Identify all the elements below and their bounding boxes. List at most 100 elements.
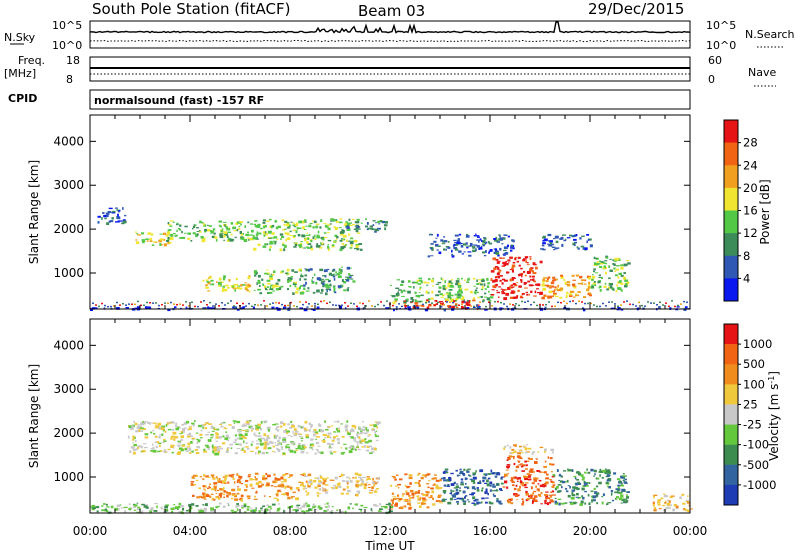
power-echo-cell <box>321 278 325 280</box>
power-echo-cell <box>262 231 267 234</box>
velocity-echo-cell <box>366 429 369 432</box>
power-echo-cell <box>444 240 448 243</box>
velocity-echo-cell <box>389 508 392 510</box>
power-echo-cell <box>512 290 516 293</box>
velocity-echo-cell <box>623 501 628 504</box>
power-echo-cell <box>323 232 327 234</box>
power-echo-cell <box>319 268 323 272</box>
power-echo-cell <box>568 293 572 296</box>
power-echo-cell <box>226 239 230 242</box>
velocity-echo-cell <box>142 428 146 431</box>
velocity-echo-cell <box>272 450 274 453</box>
power-echo-cell <box>328 279 331 282</box>
velocity-echo-cell <box>198 424 202 428</box>
power-echo-cell <box>511 239 515 242</box>
velocity-echo-cell <box>570 502 574 505</box>
velocity-echo-cell <box>551 451 554 454</box>
velocity-echo-cell <box>355 441 360 443</box>
velocity-echo-cell <box>160 427 165 430</box>
velocity-echo-cell <box>127 435 130 439</box>
power-echo-cell <box>609 283 613 286</box>
velocity-echo-cell <box>289 449 294 453</box>
power-echo-cell <box>296 305 298 308</box>
velocity-echo-cell <box>501 482 504 485</box>
power-echo-cell <box>602 302 604 305</box>
velocity-echo-cell <box>317 494 319 497</box>
power-echo-cell <box>518 304 520 307</box>
velocity-echo-cell <box>177 441 182 444</box>
velocity-echo-cell <box>435 484 439 488</box>
velocity-echo-cell <box>139 430 144 432</box>
velocity-echo-cell <box>482 480 485 482</box>
velocity-echo-cell <box>626 496 629 499</box>
power-echo-cell <box>612 259 615 261</box>
power-echo-cell <box>521 300 523 303</box>
velocity-echo-cell <box>506 444 509 447</box>
power-echo-cell <box>512 247 515 250</box>
velocity-echo-cell <box>433 477 437 480</box>
power-echo-cell <box>158 304 160 307</box>
power-echo-cell <box>238 228 241 230</box>
velocity-echo-cell <box>378 510 382 512</box>
velocity-echo-cell <box>427 493 429 495</box>
velocity-echo-cell <box>181 423 185 426</box>
power-echo-cell <box>602 266 606 269</box>
velocity-echo-cell <box>660 497 664 500</box>
power-echo-cell <box>371 305 373 307</box>
velocity-echo-cell <box>496 489 498 492</box>
velocity-echo-cell <box>584 502 587 505</box>
velocity-echo-cell <box>350 480 353 483</box>
velocity-echo-cell <box>416 491 420 494</box>
power-echo-cell <box>671 300 673 302</box>
velocity-echo-cell <box>599 470 603 473</box>
power-echo-cell <box>565 283 569 285</box>
power-echo-cell <box>314 302 316 305</box>
power-echo-cell <box>320 292 323 294</box>
velocity-echo-cell <box>200 437 203 439</box>
power-echo-cell <box>234 306 238 309</box>
velocity-echo-cell <box>158 444 161 448</box>
velocity-echo-cell <box>282 452 286 455</box>
power-echo-cell <box>205 284 208 287</box>
power-echo-cell <box>581 235 585 237</box>
velocity-echo-cell <box>236 503 239 506</box>
power-echo-cell <box>430 247 432 250</box>
velocity-echo-cell <box>418 480 421 482</box>
power-echo-cell <box>275 282 279 285</box>
power-echo-cell <box>380 301 382 303</box>
power-echo-cell <box>449 284 453 288</box>
power-echo-cell <box>295 230 298 234</box>
power-echo-cell <box>172 221 175 223</box>
velocity-echo-cell <box>306 504 311 508</box>
x-tick-label: 00:00 <box>673 524 708 538</box>
velocity-echo-cell <box>544 500 547 503</box>
power-echo-cell <box>117 213 119 217</box>
velocity-echo-cell <box>237 474 241 477</box>
power-echo-cell <box>524 256 529 259</box>
velocity-echo-cell <box>226 448 229 452</box>
velocity-echo-cell <box>315 432 319 435</box>
power-echo-cell <box>403 300 407 304</box>
power-echo-cell <box>192 232 196 235</box>
power-echo-cell <box>256 231 259 234</box>
velocity-echo-cell <box>202 494 206 497</box>
power-echo-cell <box>298 227 302 229</box>
power-echo-cell <box>524 274 527 277</box>
power-echo-cell <box>437 301 439 304</box>
power-echo-cell <box>473 306 476 308</box>
power-echo-cell <box>575 302 577 305</box>
power-echo-cell <box>597 281 601 284</box>
power-echo-cell <box>214 236 218 239</box>
velocity-echo-cell <box>173 504 176 506</box>
power-echo-cell <box>481 295 483 298</box>
velocity-echo-cell <box>301 510 305 512</box>
x-tick-label: 16:00 <box>473 524 508 538</box>
velocity-echo-cell <box>213 482 218 485</box>
velocity-echo-cell <box>103 503 106 505</box>
velocity-echo-cell <box>260 509 263 512</box>
freq-panel: Freq. [MHz] 18 8 60 0 Nave <box>4 54 776 87</box>
velocity-echo-cell <box>667 506 671 509</box>
power-echo-cell <box>435 243 439 247</box>
velocity-echo-cell <box>280 476 284 480</box>
velocity-echo-cell <box>346 485 349 489</box>
